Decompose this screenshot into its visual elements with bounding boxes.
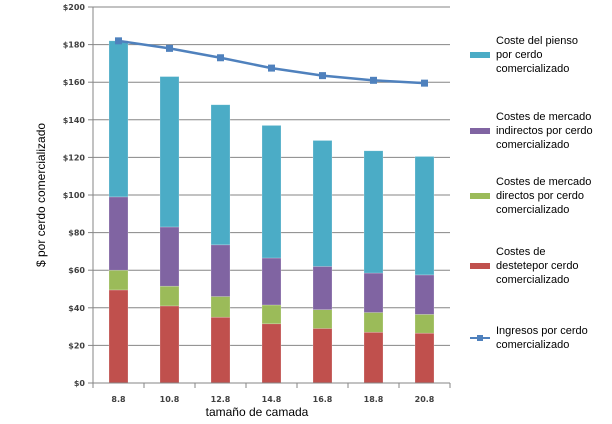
y-tick-label: $120 — [63, 153, 86, 162]
bar-segment — [159, 76, 180, 228]
bar-segment — [108, 289, 129, 384]
x-tick-label: 18.8 — [364, 395, 384, 404]
bar-segment — [414, 274, 435, 315]
y-tick-label: $40 — [68, 304, 85, 313]
bar-segment — [210, 104, 231, 246]
x-axis: 8.8 10.8 12.8 14.8 16.8 18.8 20.8 — [92, 382, 451, 404]
x-tick-label: 10.8 — [160, 395, 180, 404]
bar-segment — [312, 266, 333, 310]
legend-label: Costes de mercado indirectos por cerdo c… — [496, 111, 593, 151]
bar-segment — [312, 328, 333, 384]
bar-segment — [414, 314, 435, 334]
bar-segment — [159, 285, 180, 307]
bar-segment — [414, 332, 435, 384]
bar-segment — [108, 196, 129, 271]
y-tick-label: $20 — [68, 341, 85, 350]
bar-segment — [261, 304, 282, 325]
y-tick-label: $60 — [68, 266, 85, 275]
legend-item-direct-market-cost: Costes de mercado directos por cerdo com… — [470, 175, 612, 217]
bar-segment — [108, 269, 129, 291]
x-tick-label: 14.8 — [262, 395, 282, 404]
bar-segment — [261, 125, 282, 259]
bar-segment — [159, 305, 180, 384]
line-marker — [166, 44, 173, 52]
bar-segment — [108, 40, 129, 198]
bar-segment — [312, 309, 333, 329]
bar-segment — [363, 312, 384, 333]
line-marker — [319, 72, 326, 80]
legend-label: Ingresos por cerdo comercializado — [496, 325, 588, 351]
line-marker — [421, 79, 428, 87]
y-tick-label: $100 — [63, 191, 86, 200]
legend-swatch-weaning-cost — [470, 263, 490, 269]
bar-segment — [210, 316, 231, 384]
legend-line-marker-icon — [470, 333, 490, 343]
y-tick-label: $200 — [63, 3, 86, 12]
legend: Coste del pienso por cerdo comercializad… — [470, 0, 612, 424]
bars — [108, 40, 435, 384]
y-tick-label: $80 — [68, 229, 85, 238]
x-tick-label: 16.8 — [313, 395, 333, 404]
bar-segment — [312, 140, 333, 267]
line-marker — [115, 37, 122, 45]
bar-segment — [363, 150, 384, 274]
bar-segment — [210, 296, 231, 318]
y-tick-label: $160 — [63, 78, 86, 87]
bar-segment — [363, 331, 384, 384]
legend-swatch-indirect-market-cost — [470, 128, 490, 134]
legend-label: Costes de destetepor cerdo comercializad… — [496, 246, 579, 286]
y-axis: $0 $20 $40 $60 $80 $100 $120 $140 $160 $180 $200 — [63, 3, 94, 388]
legend-label: Costes de mercado directos por cerdo com… — [496, 176, 592, 216]
legend-item-indirect-market-cost: Costes de mercado indirectos por cerdo c… — [470, 110, 612, 152]
revenue-line — [115, 37, 428, 87]
bar-segment — [261, 257, 282, 306]
bar-segment — [363, 272, 384, 313]
line-marker — [268, 64, 275, 72]
legend-swatch-direct-market-cost — [470, 193, 490, 199]
x-tick-label: 8.8 — [111, 395, 126, 404]
x-axis-title: tamaño de camada — [206, 405, 309, 419]
x-tick-label: 12.8 — [211, 395, 231, 404]
legend-item-weaning-cost: Costes de destetepor cerdo comercializad… — [470, 245, 612, 287]
legend-item-feed-cost: Coste del pienso por cerdo comercializad… — [470, 34, 612, 76]
y-tick-label: $0 — [74, 379, 86, 388]
bar-segment — [210, 244, 231, 297]
y-tick-label: $180 — [63, 41, 86, 50]
bar-segment — [261, 323, 282, 384]
y-tick-label: $140 — [63, 116, 86, 125]
line-marker — [370, 76, 377, 84]
line-marker — [217, 54, 224, 62]
x-tick-label: 20.8 — [415, 395, 435, 404]
legend-item-revenue: Ingresos por cerdo comercializado — [470, 324, 612, 352]
y-axis-title: $ por cerdo comercializado — [34, 123, 48, 267]
bar-segment — [414, 156, 435, 276]
legend-swatch-feed-cost — [470, 52, 490, 58]
bar-segment — [159, 226, 180, 287]
legend-label: Coste del pienso por cerdo comercializad… — [496, 35, 578, 75]
